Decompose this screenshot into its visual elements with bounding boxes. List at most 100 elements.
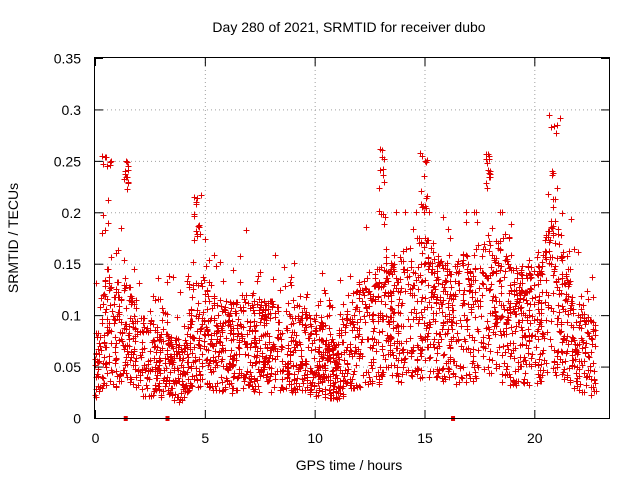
data-point — [585, 353, 592, 360]
data-point — [407, 286, 414, 293]
data-point — [418, 367, 425, 374]
data-point — [222, 309, 229, 316]
data-point — [387, 342, 394, 349]
data-point — [347, 376, 354, 383]
data-point — [329, 336, 336, 343]
data-point — [364, 309, 371, 316]
data-point — [497, 328, 504, 335]
data-point — [252, 344, 259, 351]
data-point — [275, 304, 282, 311]
data-point — [461, 287, 468, 294]
data-point — [526, 257, 533, 264]
data-point — [277, 387, 284, 394]
data-point — [226, 313, 233, 320]
data-point — [408, 372, 415, 379]
data-point — [342, 329, 349, 336]
data-point — [100, 382, 107, 389]
data-point — [164, 311, 171, 318]
data-point — [258, 299, 265, 306]
data-point — [524, 300, 531, 307]
data-point — [105, 197, 112, 204]
data-point — [375, 293, 382, 300]
data-point — [488, 264, 495, 271]
data-point — [101, 339, 108, 346]
data-point — [150, 293, 157, 300]
data-point — [230, 325, 237, 332]
data-point — [588, 384, 595, 391]
data-point — [534, 254, 541, 261]
data-point — [347, 273, 354, 280]
data-point — [132, 358, 139, 365]
data-point — [520, 310, 527, 317]
data-point — [554, 122, 561, 129]
data-point — [262, 341, 269, 348]
data-point — [296, 303, 303, 310]
data-point — [367, 344, 374, 351]
data-point — [200, 309, 207, 316]
data-point — [460, 262, 467, 269]
data-point — [419, 337, 426, 344]
data-point — [106, 280, 113, 287]
data-point — [168, 357, 175, 364]
data-point — [484, 318, 491, 325]
data-point — [395, 328, 402, 335]
data-point — [160, 309, 167, 316]
data-point — [485, 151, 492, 158]
data-point — [588, 335, 595, 342]
data-point — [98, 295, 105, 302]
data-point — [353, 362, 360, 369]
data-point — [519, 263, 526, 270]
data-point — [123, 305, 130, 312]
data-point — [352, 334, 359, 341]
data-point — [512, 328, 519, 335]
data-point — [380, 166, 387, 173]
data-point — [340, 393, 347, 400]
data-point — [491, 304, 498, 311]
data-point — [185, 354, 192, 361]
data-point — [159, 317, 166, 324]
data-point — [191, 344, 198, 351]
data-point — [215, 312, 222, 319]
data-point — [281, 264, 288, 271]
x-tick-label: 10 — [307, 430, 323, 446]
data-point — [485, 341, 492, 348]
data-point — [460, 297, 467, 304]
data-point — [379, 328, 386, 335]
data-point — [408, 353, 415, 360]
data-point — [350, 321, 357, 328]
data-point — [508, 324, 515, 331]
data-point — [528, 355, 535, 362]
data-point — [470, 378, 477, 385]
data-point — [294, 386, 301, 393]
data-point — [556, 328, 563, 335]
data-point — [193, 313, 200, 320]
data-point — [430, 240, 437, 247]
data-point — [254, 301, 261, 308]
data-point — [474, 219, 481, 226]
data-point — [564, 253, 571, 260]
data-point — [113, 289, 120, 296]
data-point — [95, 346, 102, 353]
data-point — [261, 366, 268, 373]
data-point — [264, 345, 271, 352]
data-point — [177, 371, 184, 378]
data-point — [255, 383, 262, 390]
data-point — [584, 329, 591, 336]
data-point — [483, 285, 490, 292]
data-point — [261, 298, 268, 305]
data-point — [104, 370, 111, 377]
data-point — [372, 296, 379, 303]
data-point — [118, 378, 125, 385]
data-point — [515, 319, 522, 326]
data-point — [473, 246, 480, 253]
data-point — [464, 323, 471, 330]
data-point — [501, 306, 508, 313]
data-point — [486, 156, 493, 163]
data-point — [519, 327, 526, 334]
data-point — [576, 324, 583, 331]
data-point — [513, 287, 520, 294]
data-point — [527, 320, 534, 327]
data-point — [505, 317, 512, 324]
data-point — [463, 372, 470, 379]
data-point — [244, 318, 251, 325]
